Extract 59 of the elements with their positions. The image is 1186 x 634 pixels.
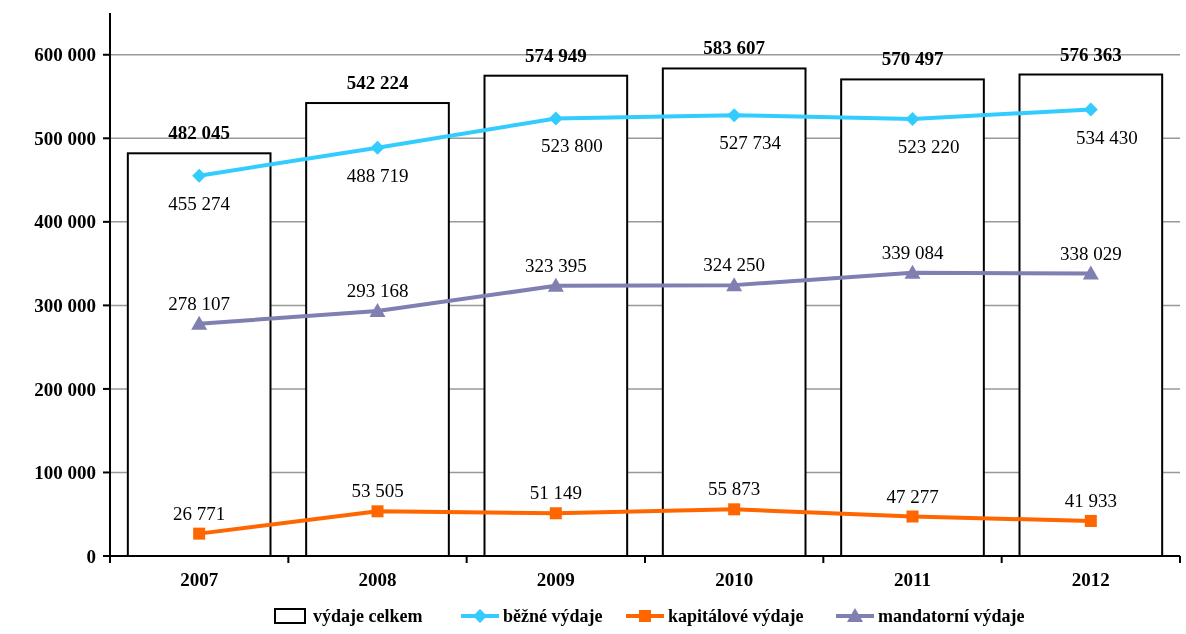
legend-label: kapitálové výdaje <box>668 606 804 626</box>
data-label: 41 933 <box>1064 489 1117 511</box>
x-tick-label: 2008 <box>358 569 397 590</box>
data-label: 53 505 <box>351 480 404 502</box>
point <box>905 111 920 126</box>
point <box>371 505 384 518</box>
data-label: 482 045 <box>168 122 231 144</box>
y-tick-label: 200 000 <box>34 378 96 400</box>
x-tick-label: 2007 <box>180 569 219 590</box>
data-label: 339 084 <box>881 241 944 263</box>
point <box>728 503 741 516</box>
point <box>548 111 563 126</box>
point <box>726 277 743 292</box>
point <box>370 140 385 155</box>
point <box>193 527 206 540</box>
y-tick-label: 100 000 <box>34 462 96 484</box>
point <box>1084 514 1097 527</box>
point <box>904 264 921 279</box>
y-tick-label: 300 000 <box>34 295 96 317</box>
data-label: 278 107 <box>168 292 231 314</box>
data-label: 26 771 <box>173 502 226 524</box>
data-label: 542 224 <box>346 72 409 94</box>
legend-label: běžné výdaje <box>503 606 603 626</box>
data-label: 293 168 <box>346 280 409 302</box>
data-label: 488 719 <box>346 164 409 186</box>
y-tick-label: 400 000 <box>34 211 96 233</box>
data-label: 51 149 <box>529 482 582 504</box>
x-tick-label: 2011 <box>894 569 931 590</box>
point <box>192 168 207 183</box>
data-label: 47 277 <box>886 485 939 507</box>
data-label: 324 250 <box>703 254 766 276</box>
data-label: 570 497 <box>881 48 944 70</box>
x-tick-label: 2012 <box>1071 569 1110 590</box>
data-label: 534 430 <box>1075 126 1138 148</box>
data-label: 55 873 <box>708 478 761 500</box>
data-label: 574 949 <box>524 44 587 66</box>
y-tick-label: 0 <box>86 545 96 567</box>
data-label: 523 800 <box>540 135 603 157</box>
point <box>191 315 208 330</box>
data-label: 576 363 <box>1059 43 1122 65</box>
point <box>727 108 742 123</box>
point <box>547 277 564 292</box>
data-label: 455 274 <box>168 192 231 214</box>
y-tick-label: 600 000 <box>34 44 96 66</box>
data-label: 523 220 <box>897 135 960 157</box>
point <box>369 303 386 318</box>
data-label: 323 395 <box>524 254 587 276</box>
point <box>1082 265 1099 280</box>
point <box>549 507 562 520</box>
point <box>1083 102 1098 117</box>
data-label: 583 607 <box>703 37 766 59</box>
legend-label: mandatorní výdaje <box>878 606 1025 626</box>
y-tick-label: 500 000 <box>34 127 96 149</box>
data-label: 527 734 <box>719 132 782 154</box>
point <box>906 510 919 523</box>
legend-label: výdaje celkem <box>313 606 423 626</box>
data-label: 338 029 <box>1059 242 1122 264</box>
x-tick-label: 2009 <box>536 569 575 590</box>
x-tick-label: 2010 <box>715 569 754 590</box>
